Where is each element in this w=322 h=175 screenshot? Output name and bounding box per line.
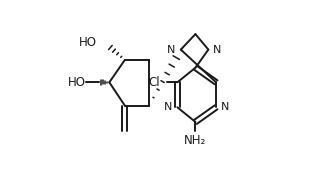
Text: N: N <box>167 45 175 55</box>
Text: HO: HO <box>79 36 97 49</box>
Text: N: N <box>164 102 173 112</box>
Text: N: N <box>213 45 222 55</box>
Text: NH₂: NH₂ <box>184 134 207 146</box>
Text: Cl: Cl <box>148 76 160 89</box>
Text: N: N <box>221 102 229 112</box>
Text: HO: HO <box>68 76 86 89</box>
